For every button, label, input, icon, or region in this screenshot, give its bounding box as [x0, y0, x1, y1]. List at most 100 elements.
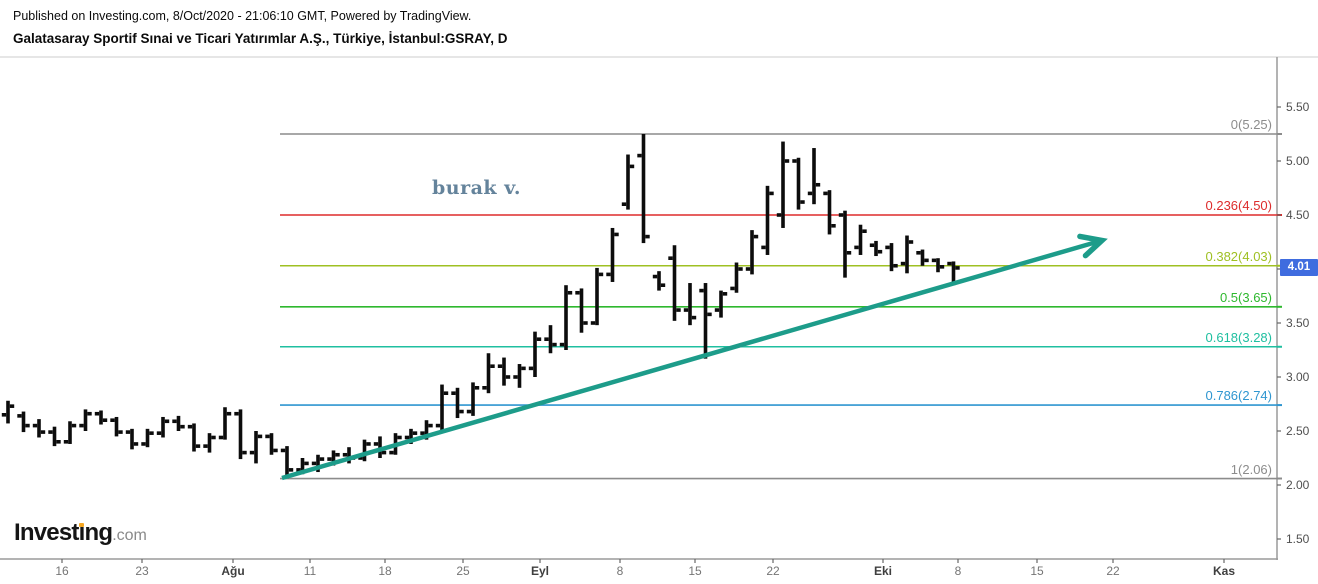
fib-label-0.236: 0.236(4.50): [1205, 198, 1273, 213]
ohlc-bar: [486, 353, 491, 394]
ohlc-close-tick: [180, 424, 185, 429]
time-tick-label-8: 8: [616, 564, 624, 578]
ohlc-open-tick: [1, 413, 7, 417]
ohlc-bar: [533, 331, 537, 377]
ohlc-open-tick: [203, 444, 208, 448]
ohlc-open-tick: [265, 434, 270, 439]
ohlc-close-tick: [862, 229, 867, 233]
ohlc-bar: [874, 240, 878, 257]
ohlc-bar: [68, 421, 72, 444]
ohlc-bar: [37, 419, 41, 438]
ohlc-bar: [812, 148, 816, 205]
ohlc-close-tick: [288, 468, 294, 472]
ohlc-bar: [114, 416, 119, 437]
ohlc-close-tick: [722, 292, 728, 296]
fib-label-0.618: 0.618(3.28): [1205, 329, 1273, 345]
ohlc-close-tick: [676, 308, 681, 312]
ohlc-open-tick: [590, 321, 596, 325]
ohlc-close-tick: [552, 342, 557, 347]
ohlc-close-tick: [195, 444, 201, 448]
ohlc-close-tick: [474, 386, 480, 390]
ohlc-open-tick: [931, 258, 937, 263]
time-tick-label-15: 15: [688, 564, 702, 578]
time-tick-label-Ağu: Ağu: [221, 564, 245, 578]
ohlc-open-tick: [668, 256, 673, 260]
ohlc-close-tick: [164, 419, 170, 424]
ohlc-bar: [951, 261, 956, 286]
ohlc-close-tick: [40, 430, 46, 434]
ohlc-open-tick: [404, 435, 410, 440]
ohlc-bar: [672, 245, 677, 321]
ohlc-bar: [52, 426, 57, 447]
ohlc-bar: [331, 450, 336, 466]
fib-label-0.786: 0.786(2.74): [1205, 388, 1273, 404]
ohlc-open-tick: [823, 191, 828, 196]
time-tick-label-16: 16: [55, 564, 69, 578]
ohlc-bar: [610, 227, 615, 282]
ohlc-close-tick: [319, 457, 325, 461]
ohlc-open-tick: [280, 448, 286, 453]
ohlc-close-tick: [815, 182, 821, 187]
trend-arrow[interactable]: [281, 233, 1108, 481]
ohlc-bar: [502, 357, 506, 386]
ohlc-open-tick: [637, 153, 642, 158]
ohlc-bar: [750, 230, 754, 275]
ohlc-close-tick: [226, 411, 232, 416]
ohlc-bar: [223, 407, 227, 440]
ohlc-bar: [424, 420, 429, 440]
ohlc-close-tick: [459, 409, 464, 414]
ohlc-close-tick: [9, 404, 15, 408]
ohlc-close-tick: [505, 375, 511, 379]
ohlc-close-tick: [335, 452, 340, 457]
ohlc-close-tick: [149, 431, 154, 435]
last-price-badge: 4.01: [1280, 259, 1318, 277]
ohlc-bar: [409, 428, 413, 444]
ohlc-open-tick: [187, 424, 193, 429]
ohlc-open-tick: [745, 267, 751, 271]
ohlc-bar: [300, 458, 305, 475]
ohlc-close-tick: [784, 159, 790, 163]
ohlc-bar: [285, 446, 289, 479]
ohlc-close-tick: [645, 234, 650, 239]
ohlc-close-tick: [691, 315, 697, 320]
ohlc-close-tick: [102, 418, 108, 422]
ohlc-open-tick: [497, 364, 503, 368]
fib-label-1: 1(2.06): [1230, 461, 1272, 477]
ohlc-open-tick: [792, 159, 797, 163]
ohlc-bar: [858, 224, 863, 255]
ohlc-open-tick: [869, 243, 875, 248]
price-tick-label: 3.50: [1286, 316, 1310, 330]
ohlc-bar: [176, 415, 181, 431]
ohlc-open-tick: [513, 375, 518, 379]
ohlc-close-tick: [521, 366, 526, 371]
ohlc-close-tick: [598, 272, 604, 277]
ohlc-open-tick: [32, 423, 38, 428]
time-tick-label-18: 18: [378, 564, 392, 578]
ohlc-close-tick: [536, 337, 542, 341]
ohlc-bar: [827, 190, 832, 235]
ohlc-open-tick: [528, 366, 534, 371]
ohlc-bar: [657, 271, 661, 291]
ohlc-open-tick: [451, 391, 456, 395]
ohlc-bar: [161, 416, 165, 438]
ohlc-open-tick: [916, 251, 921, 255]
ohlc-open-tick: [776, 213, 782, 217]
ohlc-open-tick: [699, 288, 704, 293]
ohlc-close-tick: [800, 200, 805, 204]
ohlc-close-tick: [366, 442, 371, 446]
ohlc-bar: [719, 290, 723, 318]
ohlc-bar: [920, 249, 925, 266]
ohlc-bar: [347, 447, 351, 464]
price-tick-label: 3.00: [1286, 370, 1310, 384]
logo-tld: .com: [112, 527, 147, 544]
ohlc-close-tick: [56, 440, 61, 444]
ohlc-open-tick: [141, 442, 146, 446]
ohlc-open-tick: [854, 245, 859, 250]
ohlc-close-tick: [242, 450, 247, 455]
ohlc-bar: [440, 384, 444, 431]
price-tick-label: 4.50: [1286, 208, 1310, 222]
ohlc-open-tick: [125, 430, 131, 434]
ohlc-close-tick: [707, 312, 712, 317]
ohlc-bar: [145, 428, 150, 448]
